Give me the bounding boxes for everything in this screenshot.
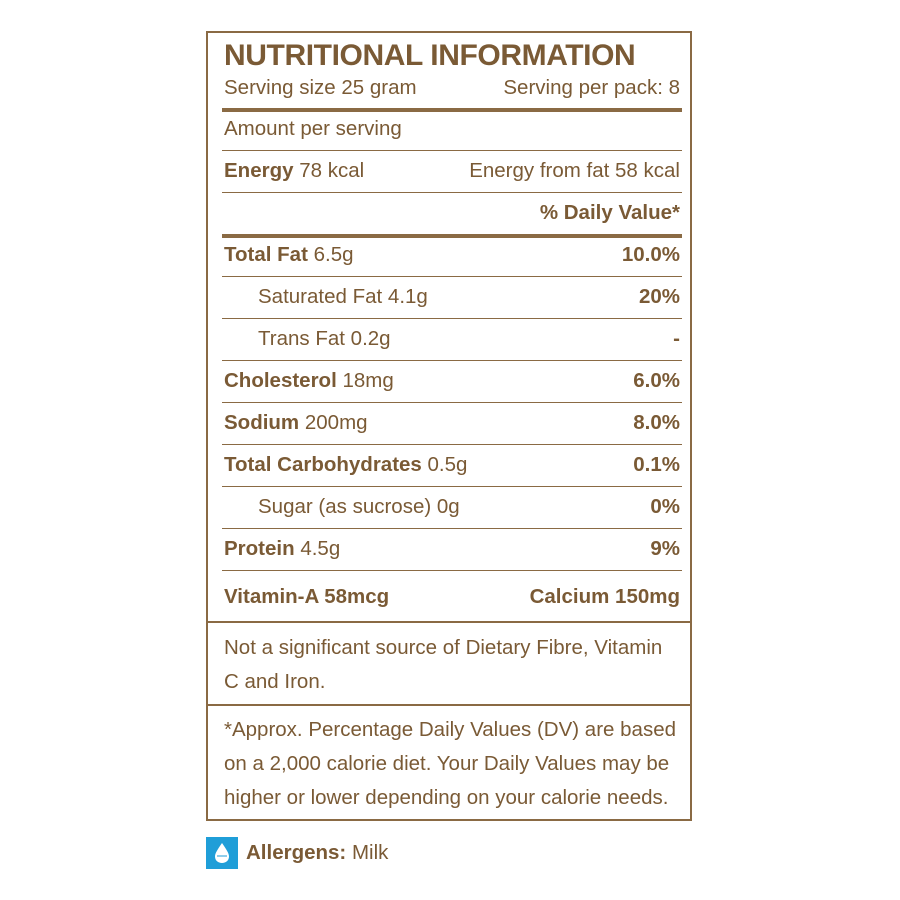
divider — [222, 234, 682, 238]
nutrient-daily-value: 0% — [650, 495, 680, 518]
divider — [222, 150, 682, 151]
divider — [222, 318, 682, 319]
nutrient-row: Protein 4.5g 9% — [224, 537, 680, 577]
amount-per-serving-row: Amount per serving — [224, 117, 680, 157]
divider — [222, 108, 682, 112]
servings-per-pack: Serving per pack: 8 — [503, 76, 680, 99]
serving-size: Serving size 25 gram — [224, 76, 417, 99]
allergens-label: Allergens: — [246, 841, 347, 864]
nutrient-label: Saturated Fat 4.1g — [258, 285, 428, 308]
nutrient-label: Sugar (as sucrose) 0g — [258, 495, 460, 518]
nutrient-daily-value: 9% — [650, 537, 680, 560]
nutrient-label: Cholesterol 18mg — [224, 369, 394, 392]
nutrient-row: Saturated Fat 4.1g 20% — [224, 285, 680, 325]
nutrient-row: Total Carbohydrates 0.5g 0.1% — [224, 453, 680, 493]
nutrient-row: Trans Fat 0.2g - — [224, 327, 680, 367]
nutrient-daily-value: 8.0% — [633, 411, 680, 434]
energy-value: Energy 78 kcal — [224, 159, 365, 182]
allergens-line: Allergens: Milk — [206, 836, 388, 870]
nutrient-daily-value: - — [673, 327, 680, 350]
nutrient-label: Sodium 200mg — [224, 411, 368, 434]
divider — [222, 276, 682, 277]
daily-value-footnote: *Approx. Percentage Daily Values (DV) ar… — [224, 718, 676, 809]
divider — [208, 621, 690, 623]
vitamin-a-value: Vitamin-A 58mcg — [224, 585, 390, 608]
divider — [222, 528, 682, 529]
nutrient-daily-value: 0.1% — [633, 453, 680, 476]
panel-title: NUTRITIONAL INFORMATION — [224, 39, 636, 72]
nutrient-row: Total Fat 6.5g 10.0% — [224, 243, 680, 283]
nutrient-row: Sugar (as sucrose) 0g 0% — [224, 495, 680, 535]
divider — [222, 360, 682, 361]
divider — [222, 570, 682, 571]
daily-value-header: % Daily Value* — [539, 201, 680, 224]
divider — [222, 444, 682, 445]
nutrient-label: Protein 4.5g — [224, 537, 341, 560]
amount-per-serving-label: Amount per serving — [224, 117, 402, 140]
nutrient-row: Sodium 200mg 8.0% — [224, 411, 680, 451]
milk-drop-icon — [206, 837, 238, 869]
energy-from-fat: Energy from fat 58 kcal — [469, 159, 680, 182]
nutrient-daily-value: 6.0% — [633, 369, 680, 392]
calcium-value: Calcium 150mg — [529, 585, 680, 608]
nutrient-row: Cholesterol 18mg 6.0% — [224, 369, 680, 409]
nutrient-label: Total Carbohydrates 0.5g — [224, 453, 468, 476]
nutrient-label: Trans Fat 0.2g — [258, 327, 391, 350]
divider — [222, 486, 682, 487]
divider — [208, 704, 690, 706]
divider — [222, 192, 682, 193]
vitamins-row: Vitamin-A 58mcg Calcium 150mg — [224, 585, 680, 625]
not-significant-note: Not a significant source of Dietary Fibr… — [224, 636, 663, 693]
nutrient-label: Total Fat 6.5g — [224, 243, 354, 266]
energy-row: Energy 78 kcal Energy from fat 58 kcal — [224, 159, 680, 199]
divider — [222, 402, 682, 403]
nutrition-facts-panel: NUTRITIONAL INFORMATION Serving size 25 … — [206, 31, 692, 821]
nutrient-daily-value: 10.0% — [621, 243, 680, 266]
allergens-value: Milk — [351, 841, 389, 864]
daily-value-header-row: % Daily Value* — [224, 201, 680, 241]
nutrient-daily-value: 20% — [638, 285, 680, 308]
